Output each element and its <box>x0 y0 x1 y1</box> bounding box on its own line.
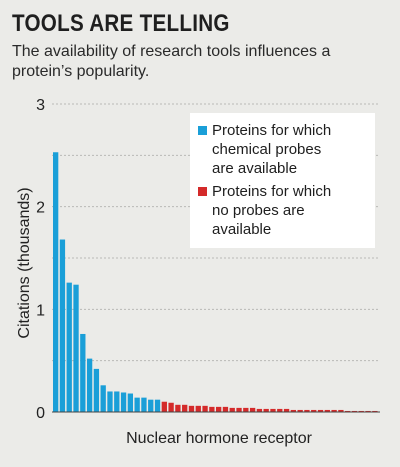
bar-no-probes <box>182 404 188 412</box>
bar-probes <box>53 152 59 412</box>
legend-label-line: available <box>212 221 271 238</box>
bar-no-probes <box>304 409 310 412</box>
bar-probes <box>73 284 79 412</box>
bar-no-probes <box>324 409 330 412</box>
bar-no-probes <box>283 408 290 412</box>
bar-no-probes <box>317 409 324 412</box>
bar-probes <box>114 391 120 412</box>
bar-no-probes <box>168 402 174 412</box>
legend-swatch-probes <box>198 126 207 135</box>
bar-no-probes <box>345 410 351 412</box>
bar-probes <box>100 385 106 412</box>
bar-no-probes <box>311 409 317 412</box>
bar-no-probes <box>263 408 269 412</box>
bar-no-probes <box>249 407 256 412</box>
bar-no-probes <box>161 401 167 412</box>
bar-probes <box>127 393 134 412</box>
legend-label-line: Proteins for which <box>212 122 331 139</box>
legend-box <box>190 113 375 248</box>
bar-probes <box>154 399 161 412</box>
chart-title: TOOLS ARE TELLING <box>12 10 230 37</box>
bars <box>53 152 378 412</box>
bar-no-probes <box>202 405 208 412</box>
legend-label-line: Proteins for which <box>212 183 331 200</box>
bar-probes <box>59 239 66 412</box>
y-tick-label: 2 <box>36 200 45 217</box>
y-tick-label: 3 <box>36 97 45 114</box>
bar-probes <box>107 391 113 412</box>
bar-no-probes <box>243 407 249 412</box>
bar-probes <box>141 397 147 412</box>
bar-no-probes <box>372 410 378 412</box>
bar-no-probes <box>351 410 358 412</box>
legend-label-line: chemical probes <box>212 141 321 158</box>
bar-probes <box>80 333 86 412</box>
bar-no-probes <box>270 408 276 412</box>
legend-swatch-no-probes <box>198 187 207 196</box>
bar-no-probes <box>338 409 344 412</box>
bar-no-probes <box>358 410 364 412</box>
bar-no-probes <box>216 406 222 412</box>
bar-probes <box>66 282 72 412</box>
bar-probes <box>134 397 140 412</box>
chart-subtitle: The availability of research tools influ… <box>12 43 331 80</box>
legend: Proteins for which chemical probes are ava… <box>190 113 375 248</box>
legend-label-line: no probes are <box>212 202 305 219</box>
bar-no-probes <box>222 406 229 412</box>
bar-no-probes <box>297 409 303 412</box>
bar-no-probes <box>256 408 263 412</box>
bar-no-probes <box>175 404 181 412</box>
legend-label-line: are available <box>212 160 297 177</box>
bar-no-probes <box>236 407 242 412</box>
y-tick-label: 0 <box>36 405 45 422</box>
bar-probes <box>86 358 93 412</box>
x-axis-label: Nuclear hormone receptor <box>126 430 313 447</box>
bar-no-probes <box>290 409 297 412</box>
bar-probes <box>93 368 100 412</box>
y-axis-label: Citations (thousands) <box>16 187 33 338</box>
bar-no-probes <box>277 408 283 412</box>
bar-no-probes <box>365 410 371 412</box>
bar-no-probes <box>188 405 195 412</box>
y-tick-label: 1 <box>36 302 45 319</box>
bar-probes <box>120 392 127 412</box>
bar-no-probes <box>331 409 337 412</box>
bar-no-probes <box>209 406 215 412</box>
bar-probes <box>148 399 154 412</box>
y-tick-labels: 0 1 2 3 <box>36 97 45 422</box>
bar-no-probes <box>195 405 201 412</box>
bar-no-probes <box>229 407 235 412</box>
